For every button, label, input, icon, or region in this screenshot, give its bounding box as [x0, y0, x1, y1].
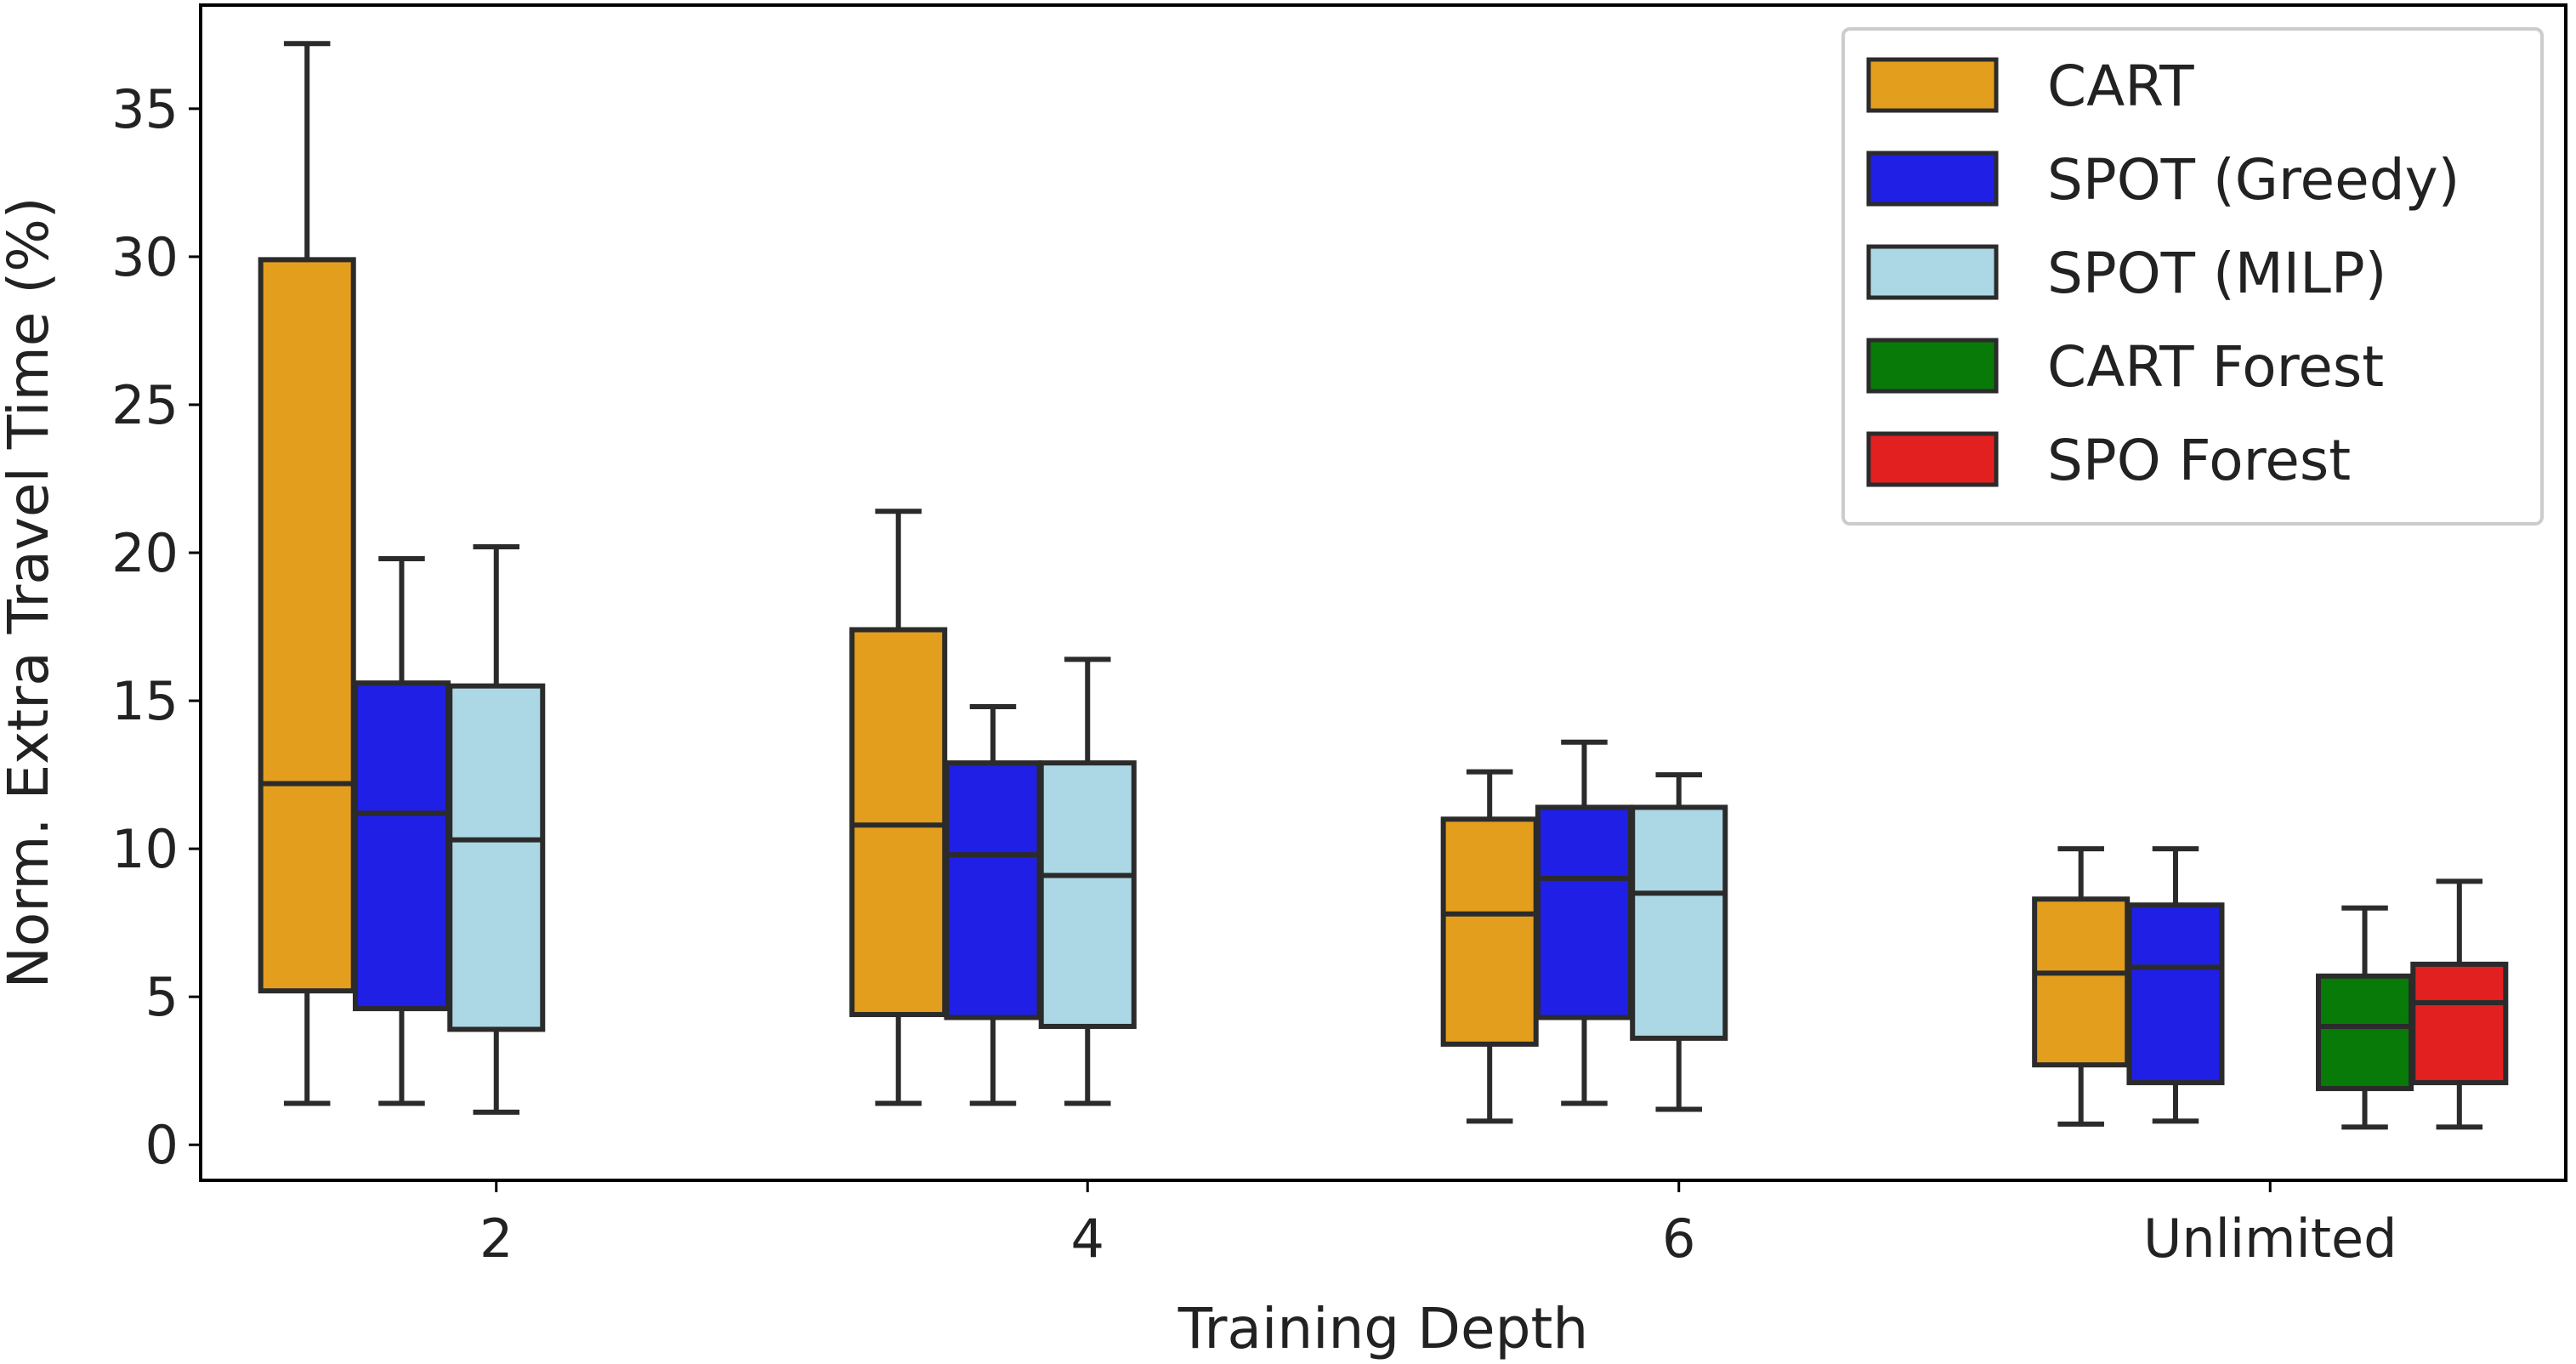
y-tick-label: 5 — [145, 966, 179, 1028]
box-spot-greedy--6 — [1535, 739, 1633, 1106]
box-iqr — [2032, 896, 2131, 1068]
box-iqr — [1440, 816, 1539, 1047]
box-cart-2 — [258, 41, 356, 1106]
box-iqr — [2126, 902, 2225, 1086]
legend-entry-label: SPOT (MILP) — [2047, 241, 2386, 306]
box-cart-unlimited — [2032, 846, 2131, 1127]
legend-entry-label: CART — [2047, 54, 2194, 119]
x-axis-ticks: 2 4 6 Unlimited — [479, 1180, 2397, 1270]
box-spot-milp--2 — [447, 544, 546, 1115]
y-tick-label: 20 — [111, 522, 179, 584]
box-cart-forest-unlimited — [2316, 905, 2414, 1130]
y-axis-label: Norm. Extra Travel Time (%) — [0, 196, 61, 988]
x-axis-label: Training Depth — [1177, 1296, 1588, 1361]
legend-entry-label: SPO Forest — [2047, 428, 2351, 493]
box-spot-milp--6 — [1630, 772, 1728, 1112]
box-groups — [258, 41, 2509, 1130]
legend-frame — [1841, 27, 2544, 526]
box-iqr — [447, 683, 546, 1032]
legend: CART SPOT (Greedy) SPOT (MILP) CART Forest S… — [1841, 27, 2544, 526]
box-iqr — [258, 257, 356, 994]
legend-swatch — [1866, 151, 1999, 207]
box-spot-greedy--2 — [352, 555, 451, 1106]
legend-entry-label: SPOT (Greedy) — [2047, 147, 2460, 213]
y-tick-label: 10 — [111, 818, 179, 880]
box-cart-4 — [849, 509, 948, 1106]
x-tick-label: 6 — [1662, 1208, 1695, 1270]
box-iqr — [849, 627, 948, 1018]
legend-swatch — [1866, 338, 1999, 394]
y-tick-label: 25 — [111, 374, 179, 436]
y-tick-label: 0 — [145, 1114, 179, 1176]
box-iqr — [1038, 760, 1137, 1029]
y-tick-label: 35 — [111, 78, 179, 140]
box-iqr — [352, 680, 451, 1012]
box-spot-milp--4 — [1038, 656, 1137, 1106]
box-iqr — [1630, 804, 1728, 1041]
y-tick-label: 30 — [111, 226, 179, 288]
x-tick-label: 2 — [479, 1208, 513, 1270]
legend-entry-label: CART Forest — [2047, 334, 2384, 400]
box-cart-6 — [1440, 769, 1539, 1124]
box-spo-forest-unlimited — [2410, 878, 2509, 1130]
box-iqr — [2410, 961, 2509, 1086]
legend-swatch — [1866, 57, 1999, 113]
box-spot-greedy--unlimited — [2126, 846, 2225, 1124]
box-spot-greedy--4 — [944, 704, 1042, 1106]
y-tick-label: 15 — [111, 670, 179, 732]
legend-swatch — [1866, 431, 1999, 487]
plot-area-frame — [199, 3, 2567, 1182]
y-axis-ticks: 0 5 10 15 20 25 30 35 — [111, 78, 201, 1176]
x-tick-label: 4 — [1071, 1208, 1104, 1270]
box-iqr — [1535, 804, 1633, 1020]
legend-swatch — [1866, 244, 1999, 300]
box-iqr — [2316, 973, 2414, 1092]
x-tick-label: Unlimited — [2143, 1208, 2397, 1270]
box-iqr — [944, 760, 1042, 1020]
